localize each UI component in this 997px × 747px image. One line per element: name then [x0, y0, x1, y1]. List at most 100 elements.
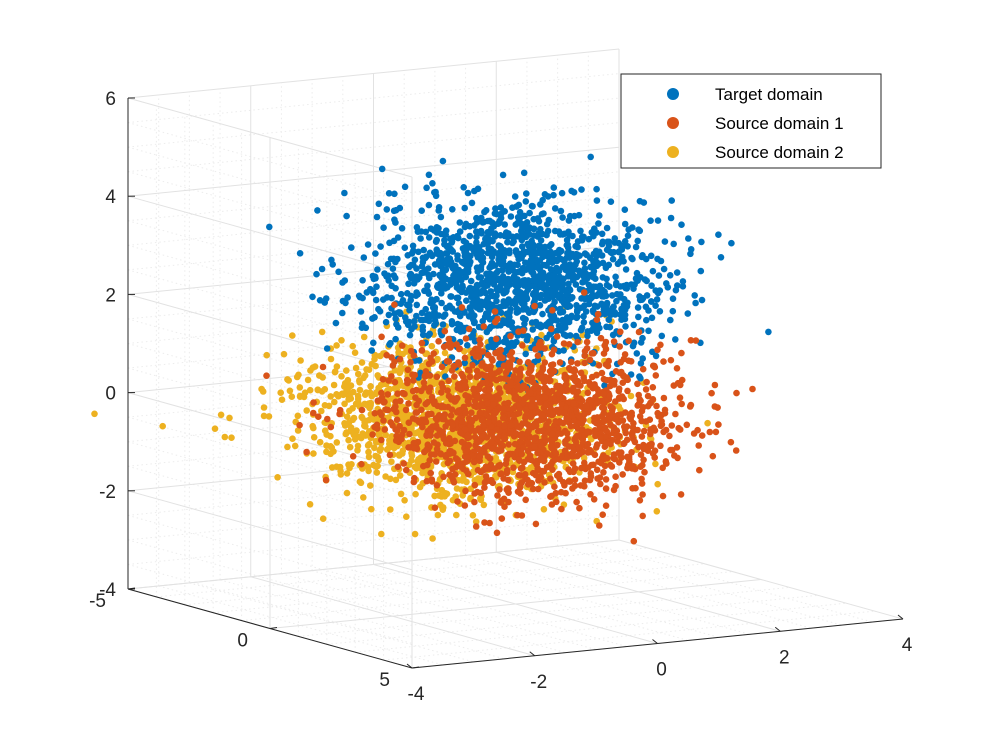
- data-point: [386, 341, 393, 348]
- data-point: [280, 350, 288, 358]
- data-point: [568, 295, 575, 302]
- data-point: [495, 361, 503, 369]
- data-point: [506, 249, 513, 257]
- x-tick-label: -2: [530, 672, 547, 693]
- data-point: [457, 328, 465, 335]
- data-point: [586, 285, 594, 293]
- data-point: [314, 207, 321, 214]
- data-point: [359, 320, 366, 328]
- data-point: [322, 295, 330, 302]
- data-point: [654, 480, 661, 488]
- data-point: [512, 249, 520, 256]
- data-point: [444, 387, 451, 394]
- data-point: [629, 485, 636, 492]
- data-point: [590, 496, 598, 503]
- data-point: [666, 272, 674, 279]
- data-point: [433, 482, 441, 489]
- data-point: [573, 498, 580, 506]
- data-point: [555, 294, 563, 302]
- data-point: [363, 366, 370, 373]
- data-point: [425, 171, 433, 179]
- data-point: [484, 453, 492, 460]
- data-point: [592, 394, 599, 401]
- data-point: [506, 309, 513, 316]
- data-point: [394, 390, 401, 398]
- data-point: [612, 273, 619, 281]
- data-point: [431, 261, 439, 268]
- data-point: [623, 436, 631, 444]
- data-point: [454, 456, 462, 464]
- legend-entry: Source domain 1: [667, 114, 844, 133]
- data-point: [530, 249, 538, 257]
- data-point: [634, 380, 641, 388]
- data-point: [551, 205, 559, 212]
- data-point: [425, 317, 433, 325]
- data-point: [358, 406, 366, 414]
- data-point: [635, 226, 642, 233]
- data-point: [515, 456, 523, 463]
- data-point: [437, 450, 445, 458]
- data-point: [562, 266, 569, 274]
- points-layer: [91, 146, 772, 545]
- data-point: [523, 294, 530, 301]
- data-point: [411, 318, 418, 325]
- data-point: [325, 402, 333, 410]
- data-point: [592, 431, 599, 439]
- data-point: [464, 268, 472, 276]
- data-point: [561, 427, 569, 435]
- data-point: [524, 455, 532, 463]
- data-point: [387, 506, 394, 513]
- data-point: [428, 476, 436, 483]
- data-point: [507, 213, 515, 220]
- data-point: [531, 421, 539, 429]
- data-point: [535, 242, 543, 250]
- data-point: [473, 219, 481, 226]
- data-point: [564, 244, 572, 251]
- data-point: [557, 255, 565, 263]
- data-point: [597, 334, 605, 342]
- data-point: [498, 497, 506, 505]
- data-point: [500, 253, 508, 261]
- data-point: [589, 319, 596, 327]
- data-point: [397, 290, 405, 298]
- data-point: [421, 287, 428, 295]
- data-point: [401, 390, 408, 398]
- data-point: [662, 426, 670, 434]
- data-point: [375, 200, 383, 208]
- data-point: [371, 444, 378, 452]
- data-point: [678, 349, 685, 357]
- data-point: [504, 487, 511, 494]
- data-point: [678, 400, 685, 408]
- data-point: [323, 345, 331, 352]
- data-point: [577, 326, 585, 334]
- data-point: [476, 403, 483, 410]
- legend-entry: Target domain: [667, 85, 823, 104]
- data-point: [549, 466, 556, 474]
- data-point: [574, 388, 582, 395]
- data-point: [391, 310, 399, 317]
- data-point: [423, 446, 430, 454]
- data-point: [550, 191, 557, 199]
- data-point: [446, 435, 453, 442]
- data-point: [552, 489, 560, 497]
- data-point: [488, 219, 496, 226]
- data-point: [538, 427, 546, 435]
- data-point: [590, 461, 597, 469]
- data-point: [625, 226, 632, 233]
- data-point: [491, 210, 499, 217]
- data-point: [529, 291, 537, 298]
- data-point: [517, 365, 525, 373]
- data-point: [449, 421, 456, 429]
- data-point: [555, 322, 563, 330]
- data-point: [698, 296, 706, 304]
- data-point: [540, 506, 548, 513]
- data-point: [523, 336, 531, 344]
- data-point: [464, 432, 471, 440]
- data-point: [532, 471, 540, 479]
- data-point: [678, 221, 685, 228]
- data-point: [385, 190, 393, 197]
- data-point: [386, 385, 394, 393]
- legend-marker: [667, 146, 679, 158]
- data-point: [432, 320, 440, 327]
- data-point: [518, 430, 526, 438]
